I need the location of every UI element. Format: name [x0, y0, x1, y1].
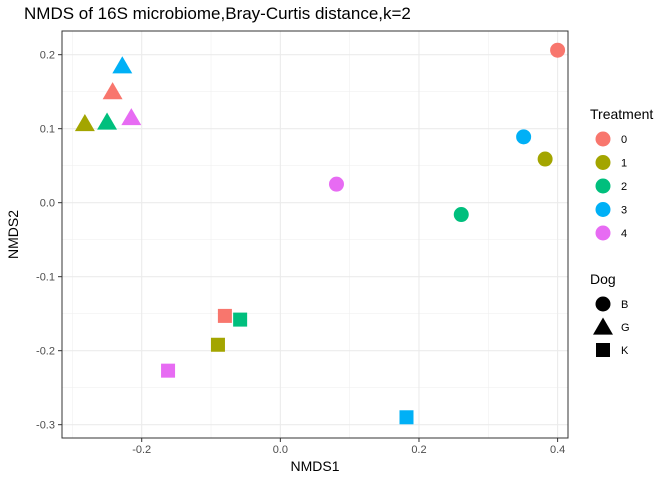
- data-point: [97, 112, 118, 130]
- x-tick-label: 0.2: [411, 444, 426, 456]
- axis-ticks: -0.2 0.0 0.2 0.4 -0.3 -0.2 -0.1 0.0 0.1 0.2: [36, 50, 565, 456]
- data-point: [210, 337, 225, 352]
- legend-treatment-label: 3: [621, 205, 627, 217]
- y-tick-label: 0.2: [40, 50, 55, 62]
- data-point: [217, 308, 232, 323]
- legend-dog-label: B: [621, 299, 628, 311]
- data-point: [233, 312, 248, 327]
- y-tick-label: 0.1: [40, 124, 55, 136]
- y-tick-label: -0.2: [36, 346, 55, 358]
- legend-treatment-label: 1: [621, 158, 627, 170]
- legend-treatment-key: [595, 178, 611, 194]
- data-point: [102, 82, 123, 100]
- x-tick-label: -0.2: [132, 444, 151, 456]
- legend-dog-label: K: [621, 345, 629, 357]
- legend-treatment-key: [595, 155, 611, 170]
- x-tick-label: 0.0: [273, 444, 288, 456]
- y-tick-label: -0.1: [36, 272, 55, 284]
- data-point: [121, 108, 142, 126]
- data-point: [74, 114, 95, 132]
- x-tick-label: 0.4: [550, 444, 565, 456]
- legend-dog-label: G: [621, 322, 630, 334]
- legend-dog-key: [596, 343, 610, 357]
- data-point: [537, 151, 553, 167]
- data-point: [328, 176, 344, 192]
- data-point: [399, 410, 414, 425]
- x-axis-title: NMDS1: [290, 458, 339, 474]
- data-point: [112, 56, 133, 74]
- legend-treatment-label: 4: [621, 228, 627, 240]
- y-tick-label: 0.0: [40, 198, 55, 210]
- legends: Treatment 0 1 2 3 4 Dog BGK: [590, 106, 653, 357]
- y-axis-title: NMDS2: [5, 210, 21, 259]
- legend-treatment-key: [595, 202, 611, 217]
- grid-lines: [62, 31, 568, 438]
- data-point: [161, 363, 176, 378]
- legend-treatment-title: Treatment: [590, 106, 653, 122]
- data-points: [74, 42, 566, 425]
- chart-title: NMDS of 16S microbiome,Bray-Curtis dista…: [24, 4, 411, 23]
- legend-dog-key: [593, 317, 613, 335]
- legend-treatment-key: [595, 225, 611, 241]
- data-point: [516, 129, 532, 145]
- y-tick-label: -0.3: [36, 420, 55, 432]
- legend-treatment-label: 0: [621, 134, 627, 146]
- panel-border: [61, 30, 569, 439]
- data-point: [550, 42, 566, 58]
- legend-treatment-label: 2: [621, 181, 627, 193]
- legend-dog-key: [595, 296, 611, 312]
- legend-dog-title: Dog: [590, 271, 616, 287]
- legend-treatment-key: [595, 131, 611, 147]
- data-point: [453, 207, 469, 223]
- plot-panel: [62, 31, 568, 438]
